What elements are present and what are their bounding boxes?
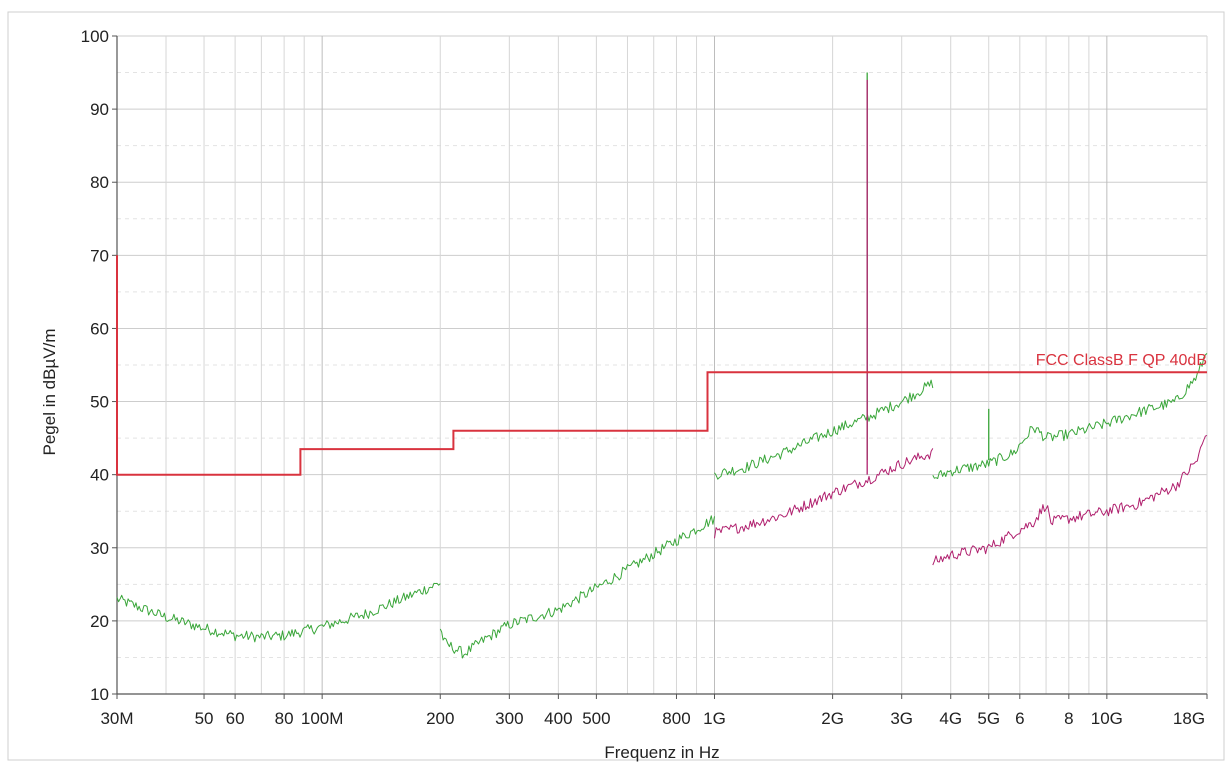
x-tick-label: 10G — [1091, 709, 1123, 728]
x-tick-label: 500 — [582, 709, 610, 728]
y-tick-label: 100 — [81, 27, 109, 46]
series-layer — [116, 72, 1208, 659]
x-tick-label: 2G — [821, 709, 844, 728]
limit-line — [116, 255, 1207, 476]
limit-line-label: FCC ClassB F QP 40dB — [1036, 352, 1207, 369]
x-tick-label: 3G — [890, 709, 913, 728]
y-tick-label: 10 — [90, 685, 109, 704]
x-tick-label: 18G — [1173, 709, 1205, 728]
limit-layer — [116, 255, 1207, 476]
series-1-trace — [439, 515, 715, 659]
y-tick-label: 90 — [90, 100, 109, 119]
x-tick-label: 8 — [1064, 709, 1073, 728]
y-tick-label: 50 — [90, 393, 109, 412]
series-1-trace — [932, 353, 1208, 479]
series-1-trace — [116, 582, 441, 643]
x-tick-labels: 30M 50 60 80 100M 200 300 400 500 800 1G 2G 3G 4G 5G 6 8… — [100, 709, 1205, 728]
y-tick-label: 40 — [90, 466, 109, 485]
x-tick-label: 5G — [977, 709, 1000, 728]
x-axis-title: Frequenz in Hz — [604, 743, 719, 762]
x-tick-label: 1G — [703, 709, 726, 728]
x-tick-label: 200 — [426, 709, 454, 728]
x-tick-label: 6 — [1015, 709, 1024, 728]
y-tick-label: 20 — [90, 612, 109, 631]
x-tick-label: 4G — [939, 709, 962, 728]
x-tick-label: 300 — [495, 709, 523, 728]
series-1-trace — [714, 379, 934, 480]
x-tick-label: 80 — [275, 709, 294, 728]
x-tick-label: 30M — [100, 709, 133, 728]
y-tick-labels: 10 20 30 40 50 60 70 80 90 100 — [81, 27, 109, 704]
chart-frame — [7, 11, 1225, 761]
series-2-trace — [932, 434, 1208, 566]
x-tick-label: 400 — [544, 709, 572, 728]
y-tick-label: 70 — [90, 246, 109, 265]
x-tick-label: 50 — [195, 709, 214, 728]
y-axis-title: Pegel in dBµV/m — [40, 329, 59, 456]
series-2-trace — [714, 448, 934, 539]
x-tick-label: 100M — [301, 709, 344, 728]
x-tick-label: 800 — [662, 709, 690, 728]
y-tick-label: 30 — [90, 539, 109, 558]
x-tick-label: 60 — [226, 709, 245, 728]
y-tick-label: 60 — [90, 319, 109, 338]
y-tick-label: 80 — [90, 173, 109, 192]
